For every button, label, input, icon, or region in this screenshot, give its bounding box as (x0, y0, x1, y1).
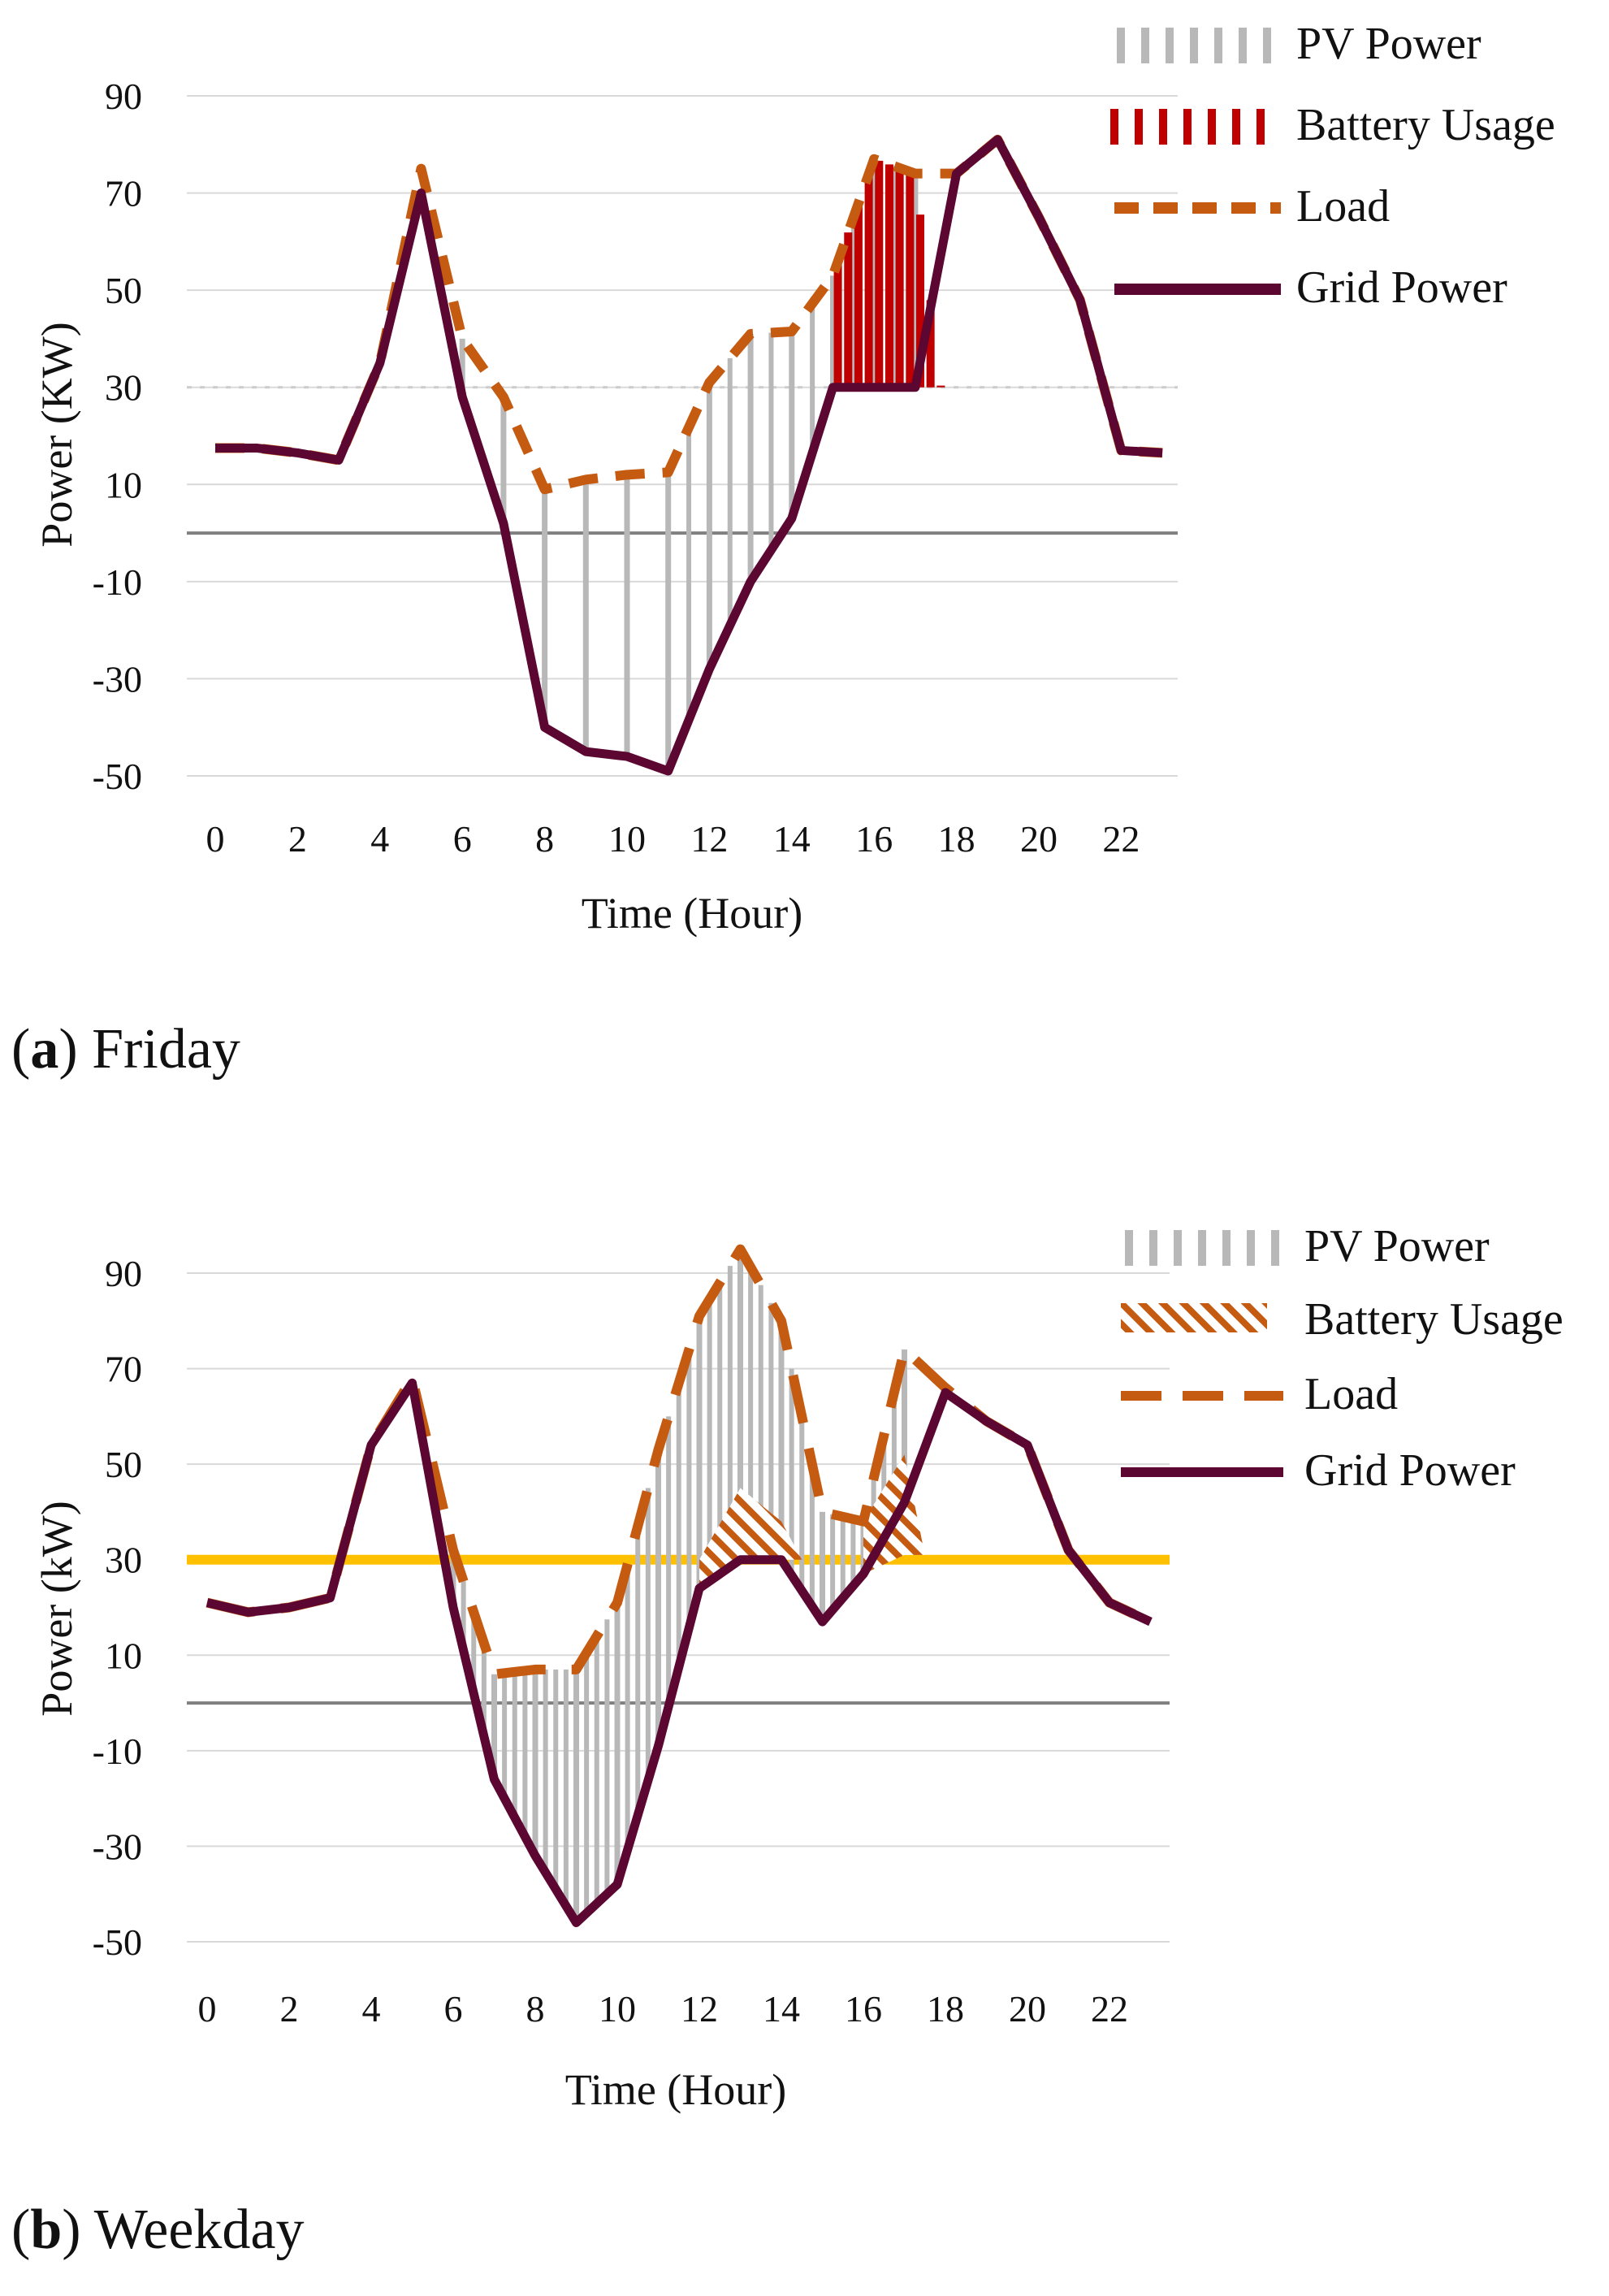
legend-grid-power: Grid Power (1114, 262, 1507, 313)
y-tick-label: 70 (105, 173, 142, 214)
legend-swatch-battery (1110, 109, 1265, 145)
y-tick-label: -30 (93, 1826, 142, 1867)
caption-b-text: Weekday (93, 2199, 305, 2261)
x-tick-label: 4 (370, 818, 389, 860)
caption-b: (b) Weekday (11, 2199, 305, 2261)
legend-label-grid: Grid Power (1304, 1445, 1516, 1496)
y-tick-label: 90 (105, 76, 142, 117)
x-tick-label: 0 (198, 1988, 217, 2030)
x-tick-label: 14 (773, 818, 811, 860)
x-tick-label: 20 (1009, 1988, 1046, 2030)
legend-label-battery: Battery Usage (1296, 100, 1555, 150)
x-tick-label: 22 (1091, 1988, 1128, 2030)
legend-swatch-battery (1121, 1303, 1267, 1332)
caption-a-text: Friday (92, 1018, 240, 1081)
x-tick-label: 4 (362, 1988, 381, 2030)
y-tick-label: -50 (93, 1921, 142, 1963)
x-tick-label: 12 (681, 1988, 718, 2030)
grid-power-line (215, 135, 1163, 776)
battery-usage-series (833, 160, 945, 388)
legend-battery-usage: Battery Usage (1121, 1294, 1564, 1345)
legend-label-pv: PV Power (1304, 1221, 1490, 1271)
legend-swatch-pv (1117, 28, 1271, 63)
x-tick-label: 10 (599, 1988, 636, 2030)
legend-swatch-pv (1125, 1230, 1279, 1266)
legend-battery-usage: Battery Usage (1110, 100, 1555, 150)
x-tick-label: 8 (535, 818, 554, 860)
x-axis-label: Time (Hour) (582, 889, 803, 938)
x-tick-label: 10 (608, 818, 646, 860)
x-tick-label: 0 (206, 818, 225, 860)
x-tick-label: 18 (927, 1988, 964, 2030)
grid-power-line (205, 1378, 1153, 1927)
y-tick-label: 90 (105, 1253, 142, 1294)
legend-label-load: Load (1296, 181, 1390, 232)
y-ticks: -50 -30 -10 10 30 50 70 90 (93, 1253, 142, 1963)
pv-power-series (459, 158, 919, 772)
legend-pv-power: PV Power (1117, 19, 1481, 69)
legend-label-load: Load (1304, 1369, 1398, 1419)
x-axis-label: Time (Hour) (565, 2065, 787, 2114)
legend-label-battery: Battery Usage (1304, 1294, 1564, 1345)
y-tick-label: -50 (93, 756, 142, 797)
x-tick-label: 2 (288, 818, 307, 860)
y-tick-label: 10 (105, 1635, 142, 1676)
x-tick-label: 8 (526, 1988, 545, 2030)
caption-b-letter: b (30, 2199, 63, 2261)
y-tick-label: 10 (105, 464, 142, 505)
legend: PV Power Battery Usage Load Grid Power (1121, 1221, 1564, 1496)
y-axis-label: Power (KW) (32, 322, 81, 547)
y-tick-label: -10 (93, 1731, 142, 1772)
y-tick-label: -10 (93, 561, 142, 603)
x-tick-label: 18 (938, 818, 975, 860)
x-ticks: 0 2 4 6 8 10 12 14 16 18 20 22 (198, 1988, 1129, 2030)
x-tick-label: 16 (845, 1988, 882, 2030)
grid-power-series (205, 1378, 1153, 1927)
legend-load: Load (1121, 1369, 1398, 1419)
legend-load: Load (1114, 181, 1390, 232)
y-tick-label: 70 (105, 1349, 142, 1390)
legend-pv-power: PV Power (1125, 1221, 1490, 1271)
legend: PV Power Battery Usage Load Grid Power (1110, 19, 1555, 313)
y-tick-label: 50 (105, 1444, 142, 1485)
battery-region (699, 1488, 802, 1588)
grid-power-series (215, 135, 1163, 776)
x-tick-label: 22 (1102, 818, 1140, 860)
x-tick-label: 2 (280, 1988, 299, 2030)
y-tick-label: -30 (93, 658, 142, 700)
y-tick-label: 30 (105, 1540, 142, 1581)
x-tick-label: 6 (444, 1988, 463, 2030)
legend-label-pv: PV Power (1296, 19, 1481, 69)
x-tick-label: 14 (763, 1988, 800, 2030)
y-tick-label: 50 (105, 270, 142, 311)
y-tick-label: 30 (105, 367, 142, 409)
x-tick-label: 6 (453, 818, 472, 860)
x-tick-label: 20 (1020, 818, 1058, 860)
caption-a-letter: a (30, 1018, 59, 1081)
x-ticks: 0 2 4 6 8 10 12 14 16 18 20 22 (206, 818, 1140, 860)
caption-a: (a) Friday (11, 1018, 240, 1081)
x-tick-label: 12 (690, 818, 728, 860)
y-ticks: -50 -30 -10 10 30 50 70 90 (93, 76, 142, 797)
x-tick-label: 16 (855, 818, 893, 860)
legend-grid-power: Grid Power (1121, 1445, 1516, 1496)
legend-label-grid: Grid Power (1296, 262, 1507, 313)
y-axis-label: Power (kW) (32, 1501, 81, 1716)
